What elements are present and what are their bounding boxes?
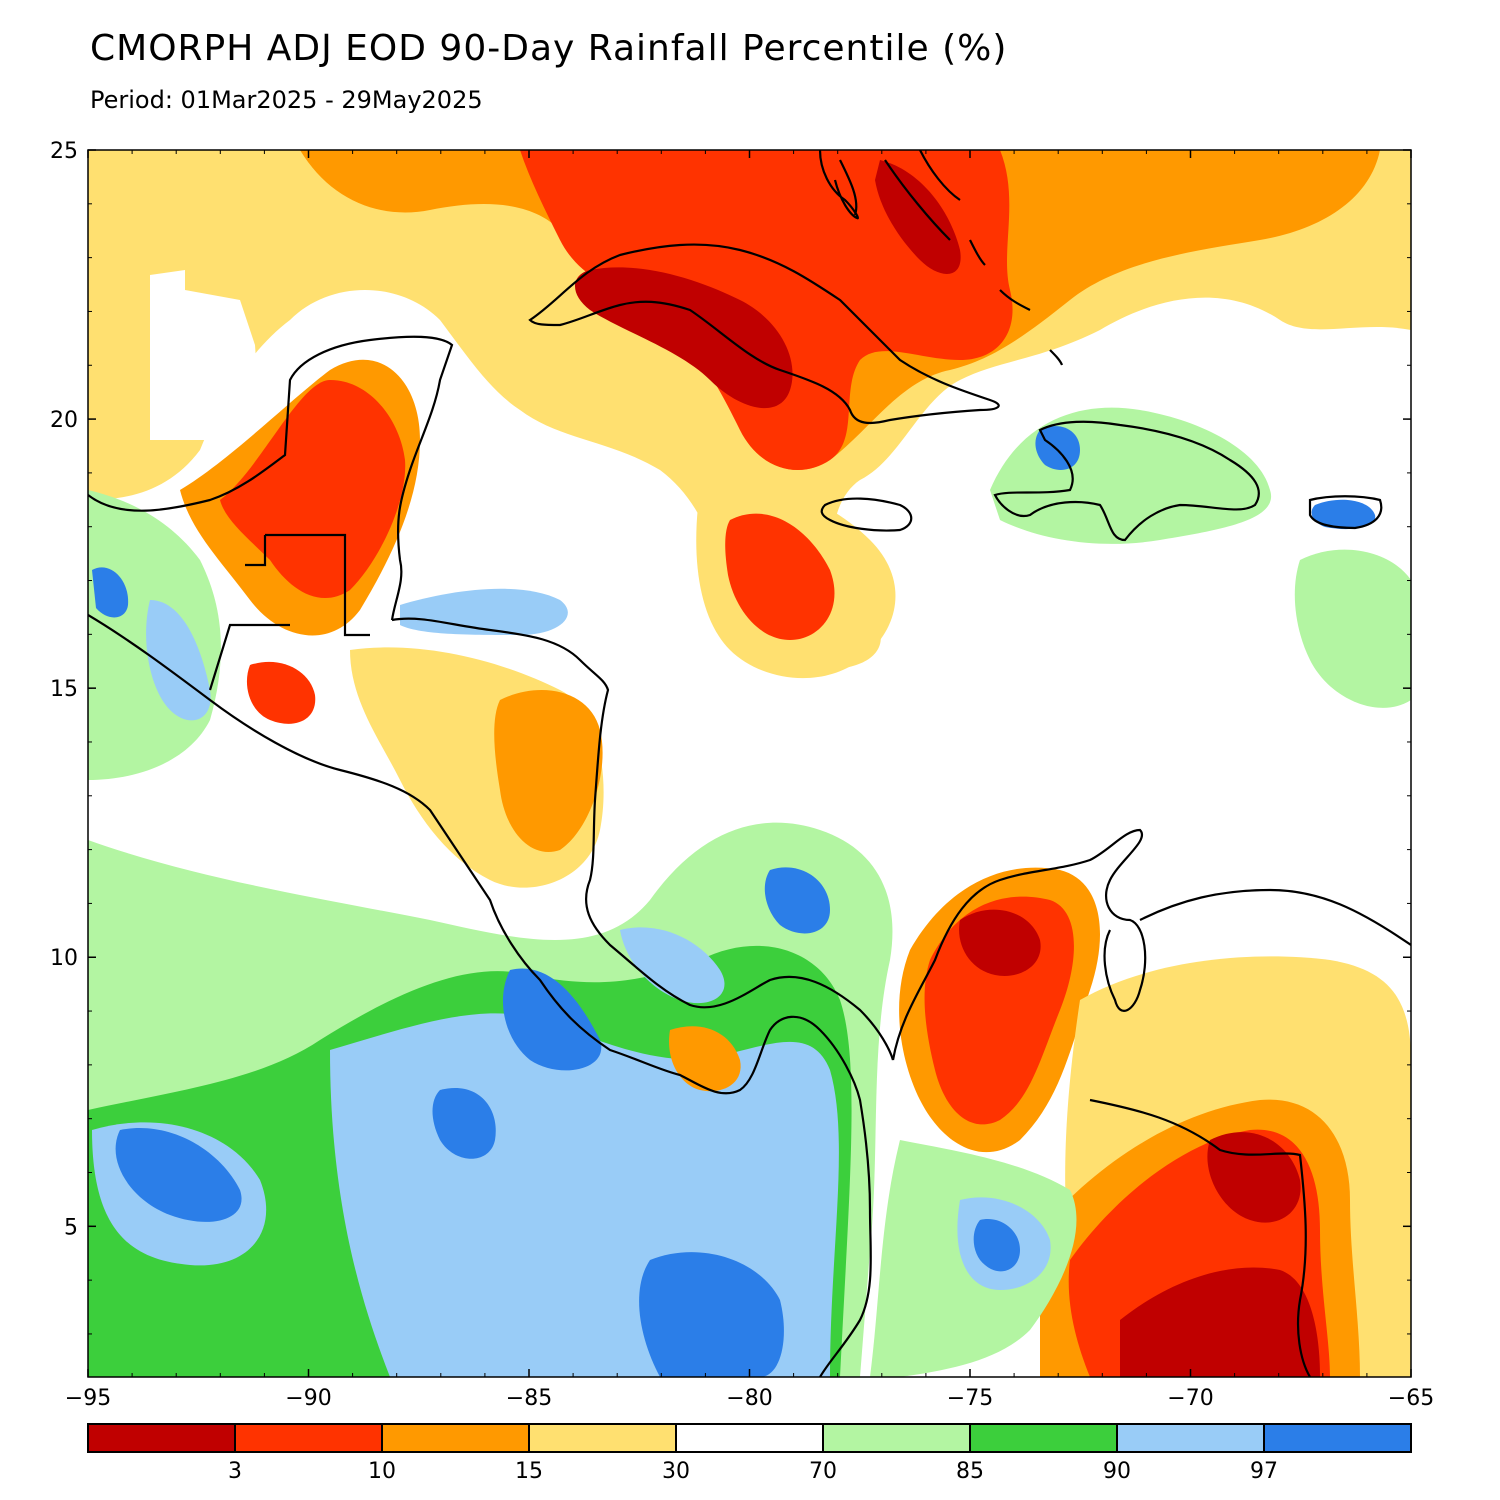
x-tick-label: −95 (65, 1386, 111, 1411)
coast-puerto-rico (1308, 495, 1383, 530)
x-tick-label: −65 (1388, 1386, 1434, 1411)
region-hispaniola-blue (1035, 426, 1080, 470)
legend-swatch (87, 1423, 236, 1453)
legend-swatch (969, 1423, 1118, 1453)
x-tick-label: −70 (1167, 1386, 1213, 1411)
region-panama-orange (669, 1026, 741, 1092)
region-nicaragua-orange (494, 690, 603, 852)
legend-swatch (234, 1423, 383, 1453)
coast-bahamas (884, 150, 1064, 366)
region-mexico-wet-blue-2 (92, 567, 129, 618)
region-bahamas-dark-red (875, 160, 961, 274)
x-tick-label: −80 (726, 1386, 772, 1411)
region-pacific-blue-4 (764, 867, 830, 934)
region-pacific-blue-core (639, 1252, 784, 1377)
y-axis: 25 20 15 10 5 (50, 139, 1411, 1335)
coast-cuba (528, 243, 1000, 425)
coastlines (88, 150, 1411, 1377)
legend-swatch (528, 1423, 677, 1453)
legend-swatch (381, 1423, 530, 1453)
region-colombia-wet-blue-core (973, 1219, 1020, 1272)
legend-label: 70 (809, 1459, 837, 1484)
legend-colorbar: 3 10 15 30 70 85 90 97 (87, 1423, 1412, 1484)
region-gulf-white (150, 270, 260, 440)
coast-colombia-venezuela (891, 828, 1411, 1061)
legend-label: 85 (956, 1459, 984, 1484)
region-venezuela-dark-red (1120, 1267, 1320, 1377)
legend-label: 97 (1250, 1459, 1278, 1484)
region-pacific-blue-5 (432, 1088, 496, 1159)
region-mexico-wet-blue (146, 600, 211, 721)
legend-swatch (675, 1423, 824, 1453)
coast-hispaniola (993, 420, 1260, 542)
x-tick-label: −75 (947, 1386, 993, 1411)
x-tick-label: −85 (506, 1386, 552, 1411)
coast-jamaica (820, 497, 913, 532)
legend-label: 90 (1103, 1459, 1131, 1484)
region-pacific-blue-3 (115, 1128, 242, 1222)
legend-label: 30 (662, 1459, 690, 1484)
legend-label: 10 (368, 1459, 396, 1484)
border-venezuela-south (1089, 1098, 1311, 1377)
legend-swatch (822, 1423, 971, 1453)
chart-subtitle: Period: 01Mar2025 - 29May2025 (90, 86, 483, 114)
region-east-caribbean-green (1294, 549, 1411, 708)
legend-label: 15 (515, 1459, 543, 1484)
border-mexico-guatemala (208, 533, 370, 691)
legend-swatch (1263, 1423, 1412, 1453)
percentile-field (88, 150, 1411, 1377)
chart-title: CMORPH ADJ EOD 90-Day Rainfall Percentil… (90, 28, 1008, 69)
region-guatemala-red (246, 661, 316, 724)
region-pacific-blue-2 (502, 968, 602, 1071)
region-cuba-red (520, 150, 1013, 470)
y-tick-label: 10 (50, 946, 78, 971)
legend-label: 3 (228, 1459, 242, 1484)
y-tick-label: 20 (50, 408, 78, 433)
coast-central-america-pacific (88, 614, 872, 1377)
coast-yucatan (88, 335, 454, 621)
region-yucatan-red (220, 380, 406, 599)
region-caribbean-red (725, 513, 835, 640)
x-tick-label: −90 (285, 1386, 331, 1411)
region-colombia-dark-red (959, 909, 1041, 976)
y-tick-label: 5 (64, 1215, 78, 1240)
coast-central-america-caribbean (391, 617, 895, 1061)
region-panama-light-blue (620, 927, 725, 1004)
legend-swatch (1116, 1423, 1265, 1453)
y-tick-label: 25 (50, 139, 78, 164)
region-puerto-rico-blue (1311, 499, 1376, 530)
coast-florida (818, 150, 859, 220)
x-axis: −95 −90 −85 −80 −75 −70 −65 (65, 150, 1434, 1411)
region-honduras-coast-blue (400, 588, 568, 635)
y-tick-label: 15 (50, 677, 78, 702)
